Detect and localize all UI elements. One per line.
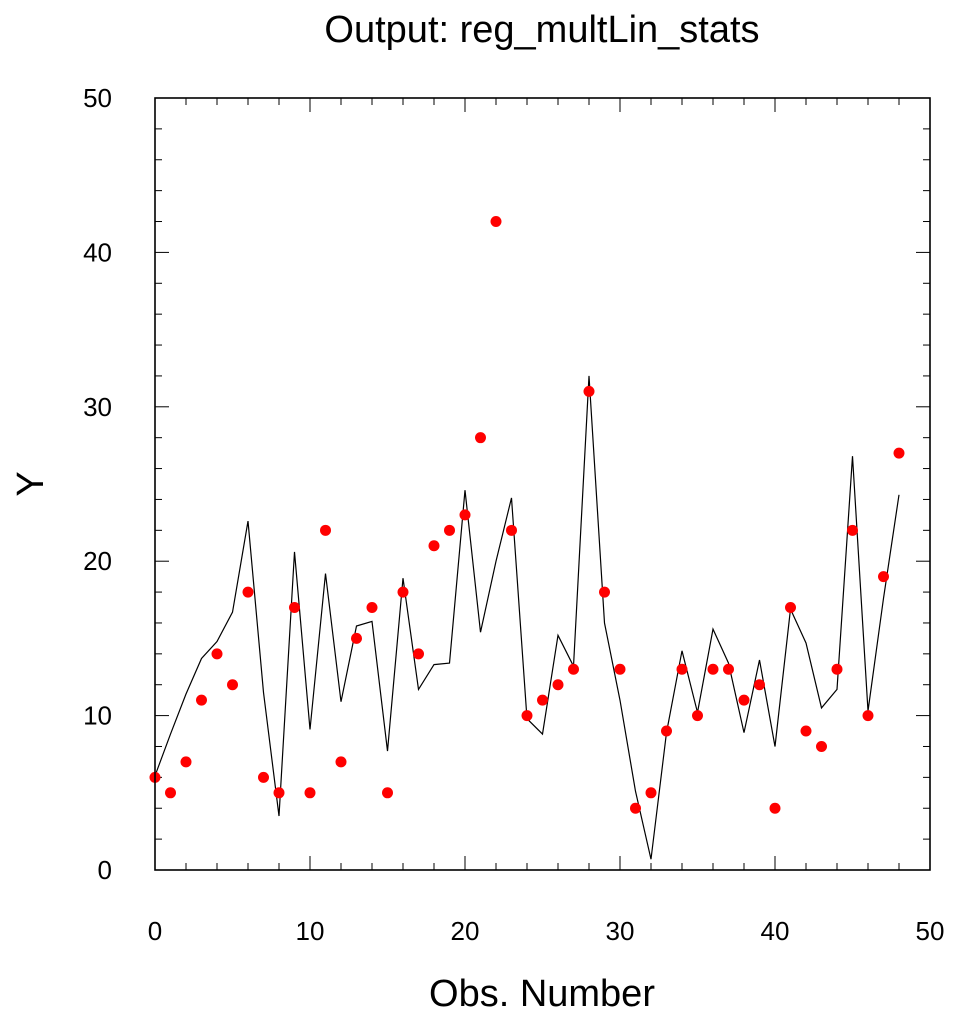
tick-labels: 0 10 20 30 40 50 0 10 20 30 40 50 [83, 83, 944, 946]
x-tick-label: 10 [296, 916, 325, 946]
data-point [785, 602, 796, 614]
data-point [258, 771, 269, 783]
y-axis-title: Y [10, 471, 52, 496]
data-point [893, 447, 905, 459]
data-point [707, 663, 719, 675]
data-point [165, 787, 176, 799]
data-point [661, 725, 672, 737]
data-point [475, 432, 486, 444]
data-point [645, 787, 657, 799]
data-point [180, 756, 192, 768]
data-point [506, 524, 517, 536]
data-point [490, 216, 502, 228]
y-tick-label: 20 [83, 546, 112, 576]
data-point [397, 586, 409, 598]
data-point [196, 694, 207, 706]
x-axis-title: Obs. Number [429, 973, 655, 1015]
x-tick-label: 40 [761, 916, 790, 946]
chart-title: Output: reg_multLin_stats [324, 9, 759, 51]
data-point [227, 679, 238, 691]
data-point [630, 802, 641, 814]
data-point [211, 648, 223, 660]
series-line [154, 375, 900, 860]
data-point [444, 524, 455, 536]
data-point [816, 740, 827, 752]
data-point [382, 787, 393, 799]
y-tick-label: 40 [83, 237, 112, 267]
x-tick-label: 50 [916, 916, 945, 946]
y-tick-label: 50 [83, 83, 112, 113]
data-point [413, 648, 424, 660]
data-point [676, 663, 688, 675]
data-point [769, 802, 781, 814]
data-point [289, 602, 300, 614]
data-point [459, 509, 471, 521]
data-point [862, 710, 874, 722]
data-point [304, 787, 316, 799]
x-tick-label: 30 [606, 916, 635, 946]
data-point [847, 524, 858, 536]
data-point [738, 694, 750, 706]
data-point [242, 586, 254, 598]
plot-frame [154, 97, 931, 871]
data-point [351, 632, 362, 644]
data-point [800, 725, 812, 737]
data-point [366, 602, 378, 614]
y-tick-label: 30 [83, 392, 112, 422]
data-point [521, 710, 533, 722]
data-point [723, 663, 734, 675]
data-point [692, 710, 703, 722]
data-point [614, 663, 626, 675]
data-point [428, 540, 440, 552]
series-markers [149, 216, 905, 814]
data-point [599, 586, 610, 598]
x-tick-label: 20 [451, 916, 480, 946]
y-tick-label: 10 [83, 701, 112, 731]
data-point [552, 679, 564, 691]
x-tick-label: 0 [148, 916, 162, 946]
data-point [537, 694, 548, 706]
data-point [583, 385, 595, 397]
y-tick-label: 0 [98, 855, 112, 885]
data-point [754, 679, 765, 691]
data-point [273, 787, 285, 799]
data-point [335, 756, 347, 768]
data-point [568, 663, 579, 675]
data-point [878, 571, 889, 583]
data-point [320, 524, 331, 536]
data-point [831, 663, 843, 675]
